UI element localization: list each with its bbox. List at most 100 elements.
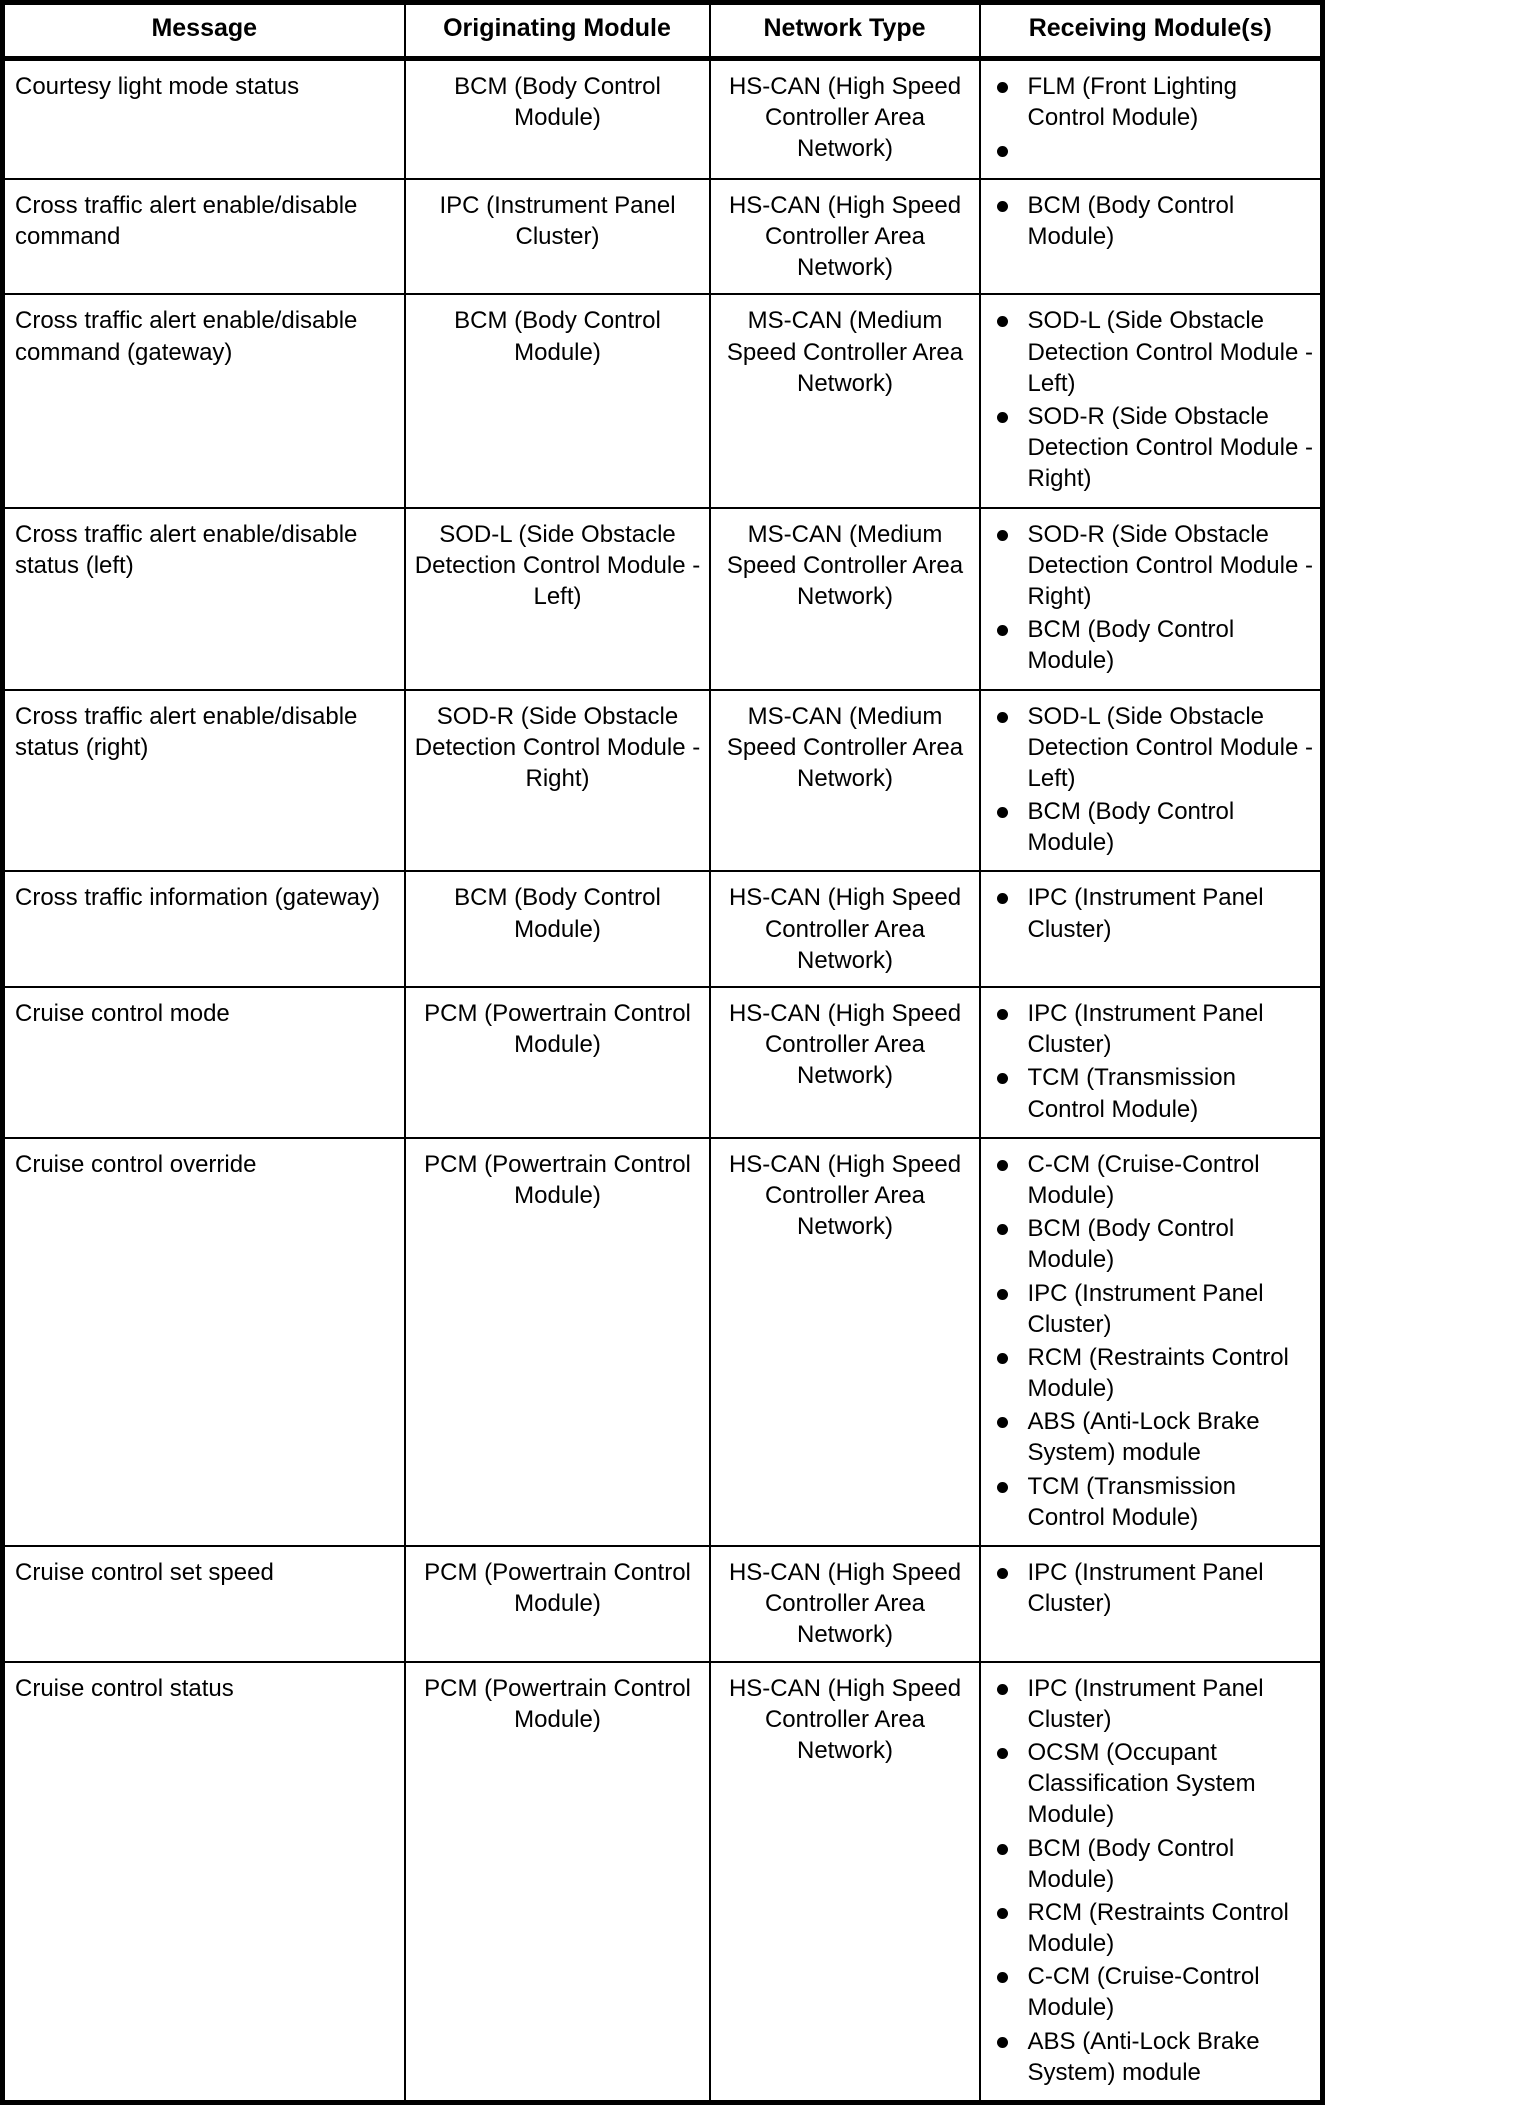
bullet-icon: [996, 1481, 1008, 1493]
receiving-module-item: C-CM (Cruise-Control Module): [995, 1961, 1317, 2023]
receiving-module-item: TCM (Transmission Control Module): [995, 1471, 1317, 1533]
receiving-module-list: IPC (Instrument Panel Cluster): [995, 882, 1317, 944]
cell-receiving-modules: SOD-L (Side Obstacle Detection Control M…: [979, 293, 1323, 508]
receiving-module-label: BCM (Body Control Module): [1027, 616, 1235, 675]
bullet-icon: [996, 807, 1008, 819]
receiving-module-label: BCM (Body Control Module): [1027, 1215, 1235, 1274]
cell-receiving-modules: C-CM (Cruise-Control Module) BCM (Body Co…: [979, 1136, 1323, 1546]
cell-network-type: HS-CAN (High Speed Controller Area Netwo…: [709, 1660, 981, 2103]
receiving-module-label: IPC (Instrument Panel Cluster): [1027, 1279, 1264, 1338]
table-row: Cruise control mode PCM (Powertrain Contr…: [2, 986, 1323, 1138]
receiving-module-label: C-CM (Cruise-Control Module): [1027, 1963, 1260, 2022]
receiving-module-list: IPC (Instrument Panel Cluster) OCSM (Occu…: [995, 1673, 1317, 2088]
bullet-icon: [996, 1568, 1008, 1579]
receiving-module-label: RCM (Restraints Control Module): [1027, 1343, 1289, 1403]
bullet-icon: [996, 1352, 1008, 1364]
cell-originating-module: SOD-L (Side Obstacle Detection Control M…: [404, 506, 711, 690]
cell-receiving-modules: IPC (Instrument Panel Cluster) OCSM (Occu…: [979, 1660, 1323, 2103]
receiving-module-label: BCM (Body Control Module): [1027, 798, 1235, 857]
receiving-module-item: IPC (Instrument Panel Cluster): [995, 882, 1317, 944]
receiving-module-label: TCM (Transmission Control Module): [1027, 1472, 1236, 1531]
cell-message: Cross traffic information (gateway): [2, 870, 406, 987]
table-body: Courtesy light mode status BCM (Body Cont…: [2, 58, 1323, 2103]
bullet-icon: [996, 1843, 1008, 1855]
bullet-icon: [996, 200, 1008, 212]
receiving-module-list: IPC (Instrument Panel Cluster): [995, 1557, 1317, 1619]
table-row: Courtesy light mode status BCM (Body Cont…: [2, 58, 1323, 179]
bullet-icon: [996, 711, 1008, 723]
receiving-module-label: TCM (Transmission Control Module): [1027, 1064, 1236, 1123]
table-row: Cruise control set speed PCM (Powertrain …: [2, 1545, 1323, 1662]
table-row: Cross traffic alert enable/disable statu…: [2, 688, 1323, 872]
bullet-icon: [996, 1417, 1008, 1429]
cell-receiving-modules: IPC (Instrument Panel Cluster): [979, 870, 1323, 987]
table-row: Cruise control status PCM (Powertrain Con…: [2, 1660, 1323, 2103]
receiving-module-item: SOD-L (Side Obstacle Detection Control M…: [995, 701, 1317, 795]
bullet-icon: [996, 1683, 1008, 1695]
receiving-module-item: SOD-L (Side Obstacle Detection Control M…: [995, 305, 1317, 399]
receiving-module-list: SOD-L (Side Obstacle Detection Control M…: [995, 305, 1317, 494]
receiving-module-label: ABS (Anti-Lock Brake System) module: [1027, 2027, 1260, 2086]
table-header-row: Message Originating Module Network Type …: [2, 2, 1323, 61]
cell-network-type: HS-CAN (High Speed Controller Area Netwo…: [709, 177, 981, 295]
receiving-module-item: BCM (Body Control Module): [995, 190, 1317, 252]
bullet-icon: [996, 316, 1008, 328]
receiving-module-label: IPC (Instrument Panel Cluster): [1027, 1674, 1264, 1733]
receiving-module-item: ABS (Anti-Lock Brake System) module: [995, 2026, 1317, 2088]
receiving-module-label: BCM (Body Control Module): [1027, 1834, 1235, 1893]
receiving-module-item: BCM (Body Control Module): [995, 614, 1317, 676]
cell-originating-module: PCM (Powertrain Control Module): [404, 986, 711, 1138]
bullet-icon: [996, 625, 1008, 637]
receiving-module-item: SOD-R (Side Obstacle Detection Control M…: [995, 401, 1317, 495]
receiving-module-label: ABS (Anti-Lock Brake System) module: [1027, 1408, 1260, 1467]
cell-network-type: MS-CAN (Medium Speed Controller Area Net…: [709, 506, 981, 690]
bullet-icon: [996, 1159, 1008, 1171]
receiving-module-label: IPC (Instrument Panel Cluster): [1027, 884, 1264, 943]
bullet-icon: [996, 1972, 1008, 1984]
bullet-icon: [996, 1288, 1008, 1300]
cell-message: Cruise control status: [2, 1660, 406, 2103]
receiving-module-item: SOD-R (Side Obstacle Detection Control M…: [995, 519, 1317, 613]
cell-receiving-modules: SOD-L (Side Obstacle Detection Control M…: [979, 688, 1323, 872]
cell-receiving-modules: FLM (Front Lighting Control Module): [980, 58, 1323, 179]
page: Message Originating Module Network Type …: [0, 0, 1325, 2105]
cell-originating-module: IPC (Instrument Panel Cluster): [404, 177, 711, 295]
receiving-module-list: FLM (Front Lighting Control Module): [995, 71, 1317, 166]
cell-message: Cross traffic alert enable/disable comma…: [2, 293, 406, 508]
bullet-icon: [996, 412, 1008, 423]
network-message-table: Message Originating Module Network Type …: [0, 0, 1325, 2105]
column-header-originating-module: Originating Module: [404, 2, 711, 61]
receiving-module-list: C-CM (Cruise-Control Module) BCM (Body Co…: [995, 1149, 1317, 1533]
receiving-module-label: SOD-R (Side Obstacle Detection Control M…: [1027, 403, 1313, 493]
receiving-module-item: IPC (Instrument Panel Cluster): [995, 1278, 1317, 1340]
cell-originating-module: PCM (Powertrain Control Module): [404, 1660, 711, 2103]
cell-receiving-modules: IPC (Instrument Panel Cluster) TCM (Trans…: [979, 986, 1323, 1138]
receiving-module-label: BCM (Body Control Module): [1027, 191, 1235, 251]
cell-originating-module: BCM (Body Control Module): [404, 293, 711, 508]
cell-network-type: HS-CAN (High Speed Controller Area Netwo…: [709, 870, 981, 987]
cell-originating-module: PCM (Powertrain Control Module): [404, 1545, 711, 1662]
receiving-module-item: IPC (Instrument Panel Cluster): [995, 998, 1317, 1060]
cell-network-type: HS-CAN (High Speed Controller Area Netwo…: [709, 1136, 981, 1546]
cell-message: Cross traffic alert enable/disable comma…: [2, 177, 406, 295]
cell-receiving-modules: IPC (Instrument Panel Cluster): [979, 1545, 1323, 1662]
cell-network-type: HS-CAN (High Speed Controller Area Netwo…: [709, 58, 981, 179]
cell-receiving-modules: SOD-R (Side Obstacle Detection Control M…: [979, 506, 1323, 690]
bullet-icon: [996, 81, 1008, 93]
bullet-icon: [996, 1747, 1008, 1759]
cell-originating-module: BCM (Body Control Module): [404, 58, 711, 179]
cell-message: Cross traffic alert enable/disable statu…: [2, 688, 406, 872]
cell-originating-module: BCM (Body Control Module): [404, 870, 711, 987]
cell-message: Courtesy light mode status: [2, 58, 406, 179]
receiving-module-item: IPC (Instrument Panel Cluster): [995, 1557, 1317, 1619]
table-row: Cruise control override PCM (Powertrain C…: [2, 1136, 1323, 1546]
cell-network-type: HS-CAN (High Speed Controller Area Netwo…: [709, 1545, 981, 1662]
cell-originating-module: PCM (Powertrain Control Module): [404, 1136, 711, 1546]
receiving-module-list: IPC (Instrument Panel Cluster) TCM (Trans…: [995, 998, 1317, 1125]
receiving-module-item: FLM (Front Lighting Control Module): [995, 71, 1317, 133]
receiving-module-item: BCM (Body Control Module): [995, 796, 1317, 858]
bullet-icon: [996, 893, 1008, 905]
bullet-icon: [996, 529, 1008, 541]
cell-originating-module: SOD-R (Side Obstacle Detection Control M…: [404, 688, 711, 872]
receiving-module-item: [995, 135, 1317, 166]
